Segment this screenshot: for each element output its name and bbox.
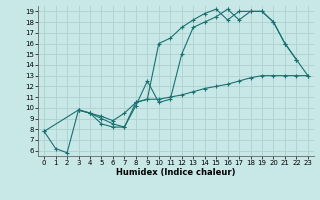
X-axis label: Humidex (Indice chaleur): Humidex (Indice chaleur) [116,168,236,177]
